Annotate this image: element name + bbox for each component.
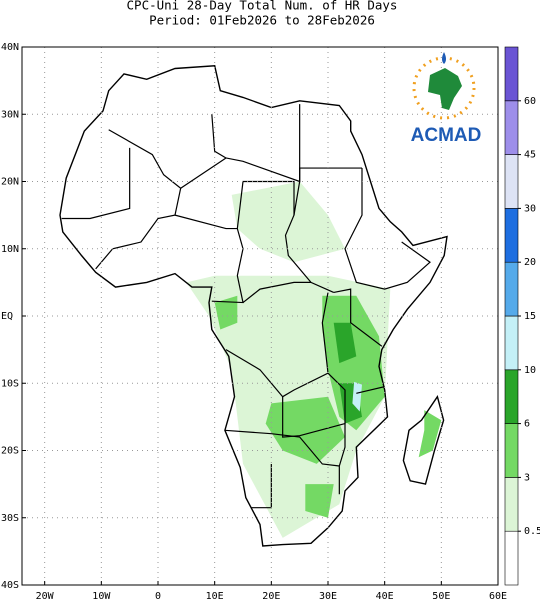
rain-patch — [352, 381, 362, 412]
lon-tick-label: 10E — [206, 591, 224, 600]
logo-text: ACMAD — [411, 125, 482, 146]
madagascar — [402, 395, 445, 485]
country-border — [236, 180, 295, 229]
colorbar-bin — [504, 530, 519, 586]
colorbar-bin — [504, 315, 519, 371]
colorbar-label: 10 — [524, 365, 536, 376]
colorbar-bin — [504, 261, 519, 317]
lon-tick-label: 40E — [376, 591, 394, 600]
rain-patch — [333, 322, 357, 364]
colorbar-label: 30 — [524, 203, 536, 214]
colorbar-label: 0.5 — [524, 526, 540, 537]
colorbar-label: 45 — [524, 150, 536, 161]
lat-tick-label: EQ — [1, 311, 13, 322]
lat-tick-label: 20N — [1, 177, 19, 188]
colorbar-bin — [504, 154, 519, 209]
rain-patch — [231, 181, 345, 263]
colorbar-bin — [504, 369, 519, 424]
map-frame — [21, 46, 499, 586]
colorbar-bin — [504, 477, 519, 532]
rain-patch — [418, 410, 442, 458]
colorbar-label: 15 — [524, 311, 536, 322]
country-border — [211, 114, 227, 159]
rain-patch — [214, 295, 238, 330]
colorbar-label: 3 — [524, 472, 530, 483]
colorbar-label: 60 — [524, 96, 536, 107]
colorbar-bin — [504, 100, 519, 155]
lat-tick-label: 40S — [1, 580, 19, 591]
rain-patch — [305, 484, 334, 518]
lon-tick-label: 60E — [489, 591, 507, 600]
acmad-logo: ACMAD — [411, 52, 482, 146]
country-border — [282, 372, 346, 438]
colorbar-label: 20 — [524, 257, 536, 268]
country-border — [333, 288, 383, 347]
colorbar-bin — [504, 46, 519, 102]
country-border — [242, 281, 311, 304]
lat-tick-label: 40N — [1, 42, 19, 53]
lon-tick-label: 0 — [155, 591, 161, 600]
rain-patch — [265, 396, 345, 464]
country-border — [344, 168, 431, 290]
lat-tick-label: 30N — [1, 109, 19, 120]
logo-drop — [442, 52, 446, 64]
map-title: CPC-Uni 28-Day Total Num. of HR Days — [127, 0, 398, 13]
lon-tick-label: 50E — [432, 591, 450, 600]
country-border — [224, 429, 340, 467]
colorbar-bin — [504, 208, 519, 263]
lon-tick-label: 30E — [319, 591, 337, 600]
lon-tick-label: 10W — [92, 591, 111, 600]
lat-tick-label: 30S — [1, 513, 19, 524]
country-border — [225, 292, 329, 398]
lon-tick-label: 20E — [262, 591, 280, 600]
country-border — [95, 188, 182, 270]
country-border — [61, 147, 131, 220]
lat-tick-label: 10S — [1, 378, 19, 389]
country-border — [356, 386, 385, 394]
lon-tick-label: 20W — [36, 591, 55, 600]
lat-tick-label: 10N — [1, 244, 19, 255]
lat-tick-label: 20S — [1, 446, 19, 457]
coastline — [59, 65, 448, 547]
country-border — [338, 423, 346, 495]
colorbar-bin — [504, 423, 519, 478]
map-subtitle: Period: 01Feb2026 to 28Feb2026 — [149, 13, 375, 28]
logo-africa — [428, 68, 462, 110]
colorbar-label: 6 — [524, 419, 530, 430]
